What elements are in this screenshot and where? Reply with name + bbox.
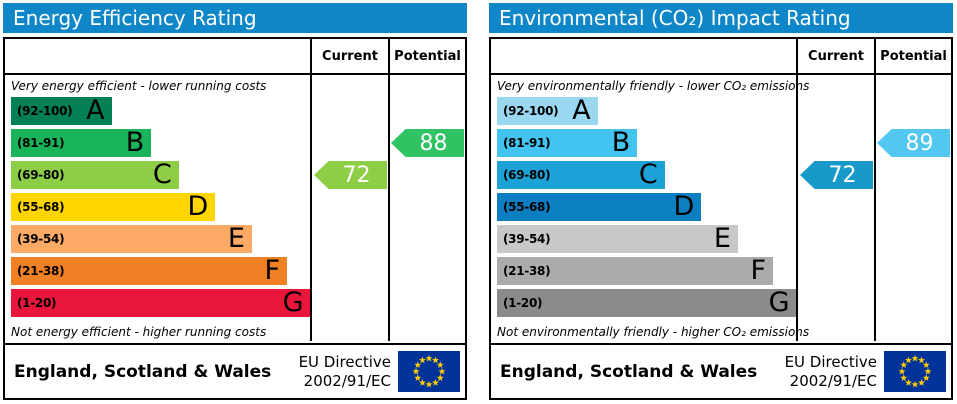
eu-directive-line1: EU Directive (784, 352, 877, 371)
band-b: (81-91) B (497, 127, 638, 158)
band-e-range: (39-54) (503, 232, 551, 246)
band-f-letter: F (264, 255, 281, 286)
band-f: (21-38) F (497, 255, 774, 286)
region-label: England, Scotland & Wales (500, 361, 758, 382)
potential-column-header: Potential (388, 39, 465, 73)
environmental-bands-column: Very environmentally friendly - lower CO… (491, 75, 810, 341)
eu-directive-line2: 2002/91/EC (303, 371, 391, 390)
energy-footer: England, Scotland & Wales EU Directive 2… (3, 343, 467, 400)
band-b-range: (81-91) (503, 136, 551, 150)
potential-column: 89 (874, 75, 951, 341)
band-e: (39-54) E (497, 223, 738, 254)
band-g-letter: G (282, 287, 304, 318)
energy-bands-column: Very energy efficient - lower running co… (5, 75, 311, 341)
energy-panel-title: Energy Efficiency Rating (3, 3, 467, 33)
potential-rating-arrow: 88 (391, 129, 464, 157)
energy-chart-body: Very energy efficient - lower running co… (5, 75, 465, 341)
band-d-letter: D (187, 191, 209, 222)
band-e: (39-54) E (11, 223, 252, 254)
band-f: (21-38) F (11, 255, 288, 286)
band-g: (1-20) G (497, 287, 797, 318)
band-d-letter: D (673, 191, 695, 222)
band-f-range: (21-38) (503, 264, 551, 278)
band-a-range: (92-100) (503, 104, 559, 118)
energy-efficiency-panel: Energy Efficiency Rating Current Potenti… (3, 3, 467, 400)
band-d-range: (55-68) (503, 200, 551, 214)
current-rating-arrow: 72 (800, 161, 873, 189)
band-g-letter: G (768, 287, 790, 318)
band-b-range: (81-91) (17, 136, 65, 150)
eu-directive-label: EU Directive 2002/91/EC (785, 353, 877, 391)
band-f-letter: F (750, 255, 767, 286)
eu-flag-icon (884, 351, 946, 392)
eu-directive-line1: EU Directive (298, 352, 391, 371)
environmental-rating-table: Current Potential Very environmentally f… (489, 37, 953, 345)
band-c-letter: C (152, 159, 172, 190)
band-column-spacer (5, 39, 310, 73)
current-column-header: Current (796, 39, 874, 73)
environmental-impact-panel: Environmental (CO₂) Impact Rating Curren… (489, 3, 953, 400)
energy-rating-table: Current Potential Very energy efficient … (3, 37, 467, 345)
column-header-row: Current Potential (491, 39, 951, 75)
potential-rating-arrow: 89 (877, 129, 950, 157)
current-column: 72 (310, 75, 388, 341)
band-c-letter: C (638, 159, 658, 190)
band-a: (92-100) A (497, 95, 598, 126)
current-rating-value: 72 (342, 162, 371, 188)
potential-column-header: Potential (874, 39, 951, 73)
current-rating-arrow: 72 (314, 161, 387, 189)
band-c: (69-80) C (497, 159, 665, 190)
band-e-letter: E (713, 223, 731, 254)
region-label: England, Scotland & Wales (14, 361, 272, 382)
band-d: (55-68) D (11, 191, 216, 222)
bottom-caption: Not energy efficient - higher running co… (11, 325, 267, 339)
top-caption: Very environmentally friendly - lower CO… (497, 79, 810, 93)
band-a-range: (92-100) (17, 104, 73, 118)
current-column: 72 (796, 75, 874, 341)
environmental-chart-body: Very environmentally friendly - lower CO… (491, 75, 951, 341)
eu-flag-icon (398, 351, 460, 392)
band-b: (81-91) B (11, 127, 152, 158)
environmental-panel-title: Environmental (CO₂) Impact Rating (489, 3, 953, 33)
top-caption: Very energy efficient - lower running co… (11, 79, 267, 93)
potential-rating-value: 88 (419, 130, 448, 156)
band-a-letter: A (86, 95, 105, 126)
eu-directive-line2: 2002/91/EC (789, 371, 877, 390)
band-g-range: (1-20) (17, 296, 57, 310)
band-f-range: (21-38) (17, 264, 65, 278)
band-a: (92-100) A (11, 95, 112, 126)
current-rating-value: 72 (828, 162, 857, 188)
band-c-range: (69-80) (17, 168, 65, 182)
potential-column: 88 (388, 75, 465, 341)
band-g-range: (1-20) (503, 296, 543, 310)
environmental-footer: England, Scotland & Wales EU Directive 2… (489, 343, 953, 400)
band-e-range: (39-54) (17, 232, 65, 246)
band-g: (1-20) G (11, 287, 311, 318)
band-a-letter: A (572, 95, 591, 126)
potential-rating-value: 89 (905, 130, 934, 156)
band-c: (69-80) C (11, 159, 179, 190)
current-column-header: Current (310, 39, 388, 73)
eu-directive-label: EU Directive 2002/91/EC (299, 353, 391, 391)
band-b-letter: B (611, 127, 631, 158)
bottom-caption: Not environmentally friendly - higher CO… (497, 325, 810, 339)
band-d-range: (55-68) (17, 200, 65, 214)
band-column-spacer (491, 39, 796, 73)
column-header-row: Current Potential (5, 39, 465, 75)
band-b-letter: B (125, 127, 145, 158)
band-d: (55-68) D (497, 191, 702, 222)
band-c-range: (69-80) (503, 168, 551, 182)
band-e-letter: E (227, 223, 245, 254)
